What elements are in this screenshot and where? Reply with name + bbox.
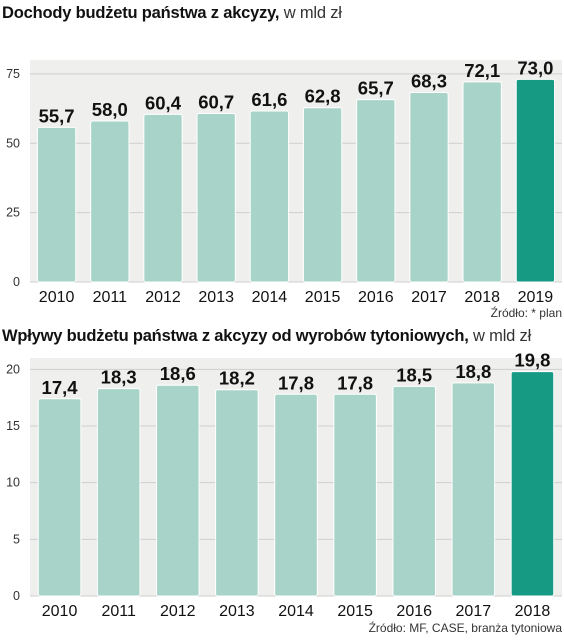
chart2-xtick-label-2013: 2013 bbox=[219, 603, 255, 620]
chart2-bar-2011 bbox=[96, 388, 141, 597]
chart2-xtick-label-2011: 2011 bbox=[101, 603, 136, 620]
chart2-xtick-label-2014: 2014 bbox=[278, 603, 314, 620]
chart2-bar-2017 bbox=[451, 382, 496, 597]
chart1-ytick-label: 25 bbox=[6, 206, 20, 220]
chart2-value-label-2012: 18,6 bbox=[160, 363, 196, 384]
chart1-xtick-label-2010: 2010 bbox=[39, 289, 75, 306]
chart1-xtick-label-2011: 2011 bbox=[93, 289, 128, 306]
chart1-xtick-label-2017: 2017 bbox=[411, 289, 447, 306]
chart1-value-label-2015: 62,8 bbox=[305, 86, 341, 107]
chart1-value-label-2011: 58,0 bbox=[92, 99, 128, 120]
chart2-value-label-2015: 17,8 bbox=[337, 372, 373, 393]
chart1-xtick-label-2014: 2014 bbox=[252, 289, 288, 306]
chart2-value-label-2017: 18,8 bbox=[455, 361, 491, 382]
chart1-bar-2011 bbox=[90, 120, 130, 283]
chart2-xtick-label-2015: 2015 bbox=[337, 603, 373, 620]
chart1-title: Dochody budżetu państwa z akcyzy, w mld … bbox=[2, 4, 342, 23]
chart2-bar-2013 bbox=[215, 389, 259, 597]
chart1-excise-revenue: 0 25 50 75 55,7 2010 58,0 2011 60,4 2012 60,7 2013 6… bbox=[6, 57, 562, 306]
chart1-bar-2018 bbox=[462, 81, 502, 283]
chart2-xtick-label-2017: 2017 bbox=[456, 603, 492, 620]
chart2-bar-2018 bbox=[510, 371, 555, 597]
chart2-value-label-2013: 18,2 bbox=[219, 368, 255, 389]
chart2-ytick-label: 0 bbox=[13, 589, 20, 603]
chart2-bar-2015 bbox=[333, 393, 377, 597]
chart1-xtick-label-2012: 2012 bbox=[145, 289, 181, 306]
chart2-title: Wpływy budżetu państwa z akcyzy od wyrob… bbox=[2, 327, 531, 346]
chart2-ytick-label: 5 bbox=[13, 532, 20, 546]
chart2-ytick-label: 15 bbox=[6, 419, 20, 433]
chart2-value-label-2010: 17,4 bbox=[42, 377, 79, 398]
chart1-bar-2017 bbox=[409, 91, 449, 283]
chart1-value-label-2013: 60,7 bbox=[198, 92, 234, 113]
chart1-xtick-label-2013: 2013 bbox=[198, 289, 234, 306]
chart1-bar-2014 bbox=[249, 110, 290, 283]
chart1-source: Źródło: * plan bbox=[490, 306, 562, 320]
chart2-value-label-2011: 18,3 bbox=[101, 367, 137, 388]
chart1-bar-2013 bbox=[196, 113, 236, 283]
chart2-bar-2016 bbox=[392, 385, 437, 597]
chart2-xtick-label-2018: 2018 bbox=[515, 603, 551, 620]
chart2-value-label-2016: 18,5 bbox=[396, 364, 432, 385]
chart2-bar-2010 bbox=[37, 398, 82, 597]
chart2-title-unit: w mld zł bbox=[473, 327, 532, 345]
chart1-title-unit: w mld zł bbox=[283, 4, 342, 22]
chart1-ytick-label: 0 bbox=[13, 275, 20, 289]
chart2-source: Źródło: MF, CASE, branża tytoniowa bbox=[368, 621, 562, 635]
chart1-bar-2010 bbox=[36, 126, 77, 283]
chart2-title-main: Wpływy budżetu państwa z akcyzy od wyrob… bbox=[2, 327, 469, 345]
chart1-title-main: Dochody budżetu państwa z akcyzy, bbox=[2, 4, 280, 22]
chart1-xtick-label-2015: 2015 bbox=[305, 289, 341, 306]
chart2-value-label-2014: 17,8 bbox=[278, 372, 314, 393]
chart1-ytick-label: 75 bbox=[6, 67, 20, 81]
chart1-value-label-2017: 68,3 bbox=[411, 70, 447, 91]
chart2-bar-2014 bbox=[274, 393, 318, 597]
chart2-bar-2012 bbox=[155, 384, 200, 597]
chart1-bar-2015 bbox=[302, 107, 343, 283]
chart1-value-label-2019: 73,0 bbox=[517, 57, 553, 78]
chart1-bar-2016 bbox=[356, 99, 396, 283]
chart1-ytick-label: 50 bbox=[6, 136, 20, 150]
chart1-value-label-2012: 60,4 bbox=[145, 92, 182, 113]
chart2-ytick-label: 10 bbox=[6, 476, 20, 490]
chart1-value-label-2014: 61,6 bbox=[251, 89, 287, 110]
chart1-xtick-label-2016: 2016 bbox=[358, 289, 394, 306]
chart1-xtick-label-2019: 2019 bbox=[518, 289, 554, 306]
chart1-xtick-label-2018: 2018 bbox=[464, 289, 500, 306]
chart2-ytick-label: 20 bbox=[6, 362, 20, 376]
chart1-bar-2012 bbox=[143, 113, 183, 283]
chart2-value-label-2018: 19,8 bbox=[514, 350, 550, 371]
chart1-bar-2019 bbox=[515, 78, 556, 283]
chart1-value-label-2018: 72,1 bbox=[464, 60, 500, 81]
chart1-value-label-2016: 65,7 bbox=[358, 78, 394, 99]
chart1-value-label-2010: 55,7 bbox=[39, 105, 75, 126]
chart2-xtick-label-2012: 2012 bbox=[160, 603, 196, 620]
chart2-xtick-label-2016: 2016 bbox=[396, 603, 432, 620]
chart2-xtick-label-2010: 2010 bbox=[42, 603, 78, 620]
